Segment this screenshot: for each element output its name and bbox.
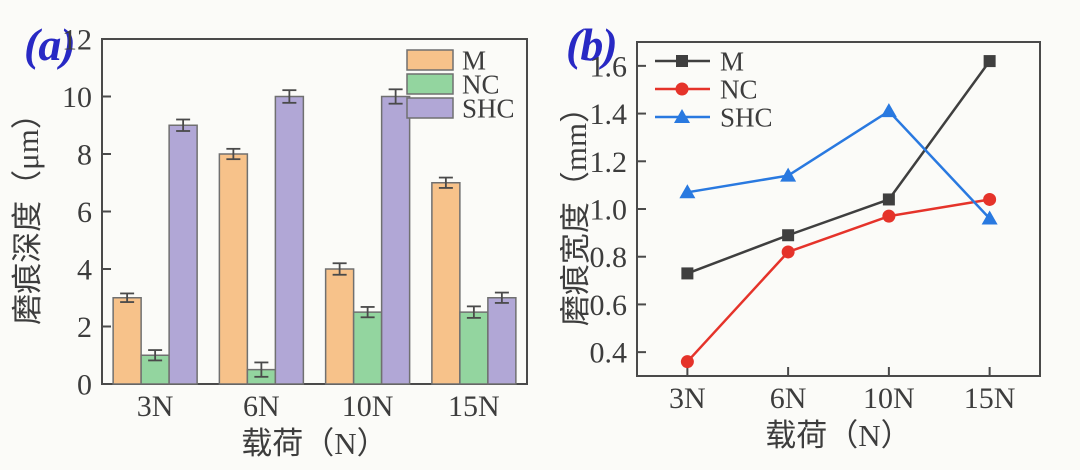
bar-M-15N <box>431 182 461 385</box>
line-M <box>686 60 991 275</box>
y-tick-label: 1.2 <box>590 146 628 179</box>
legend-swatch-M <box>406 49 454 71</box>
legend-swatch-SHC <box>406 97 454 119</box>
panel-a-label: (a) <box>24 19 76 70</box>
legend-label-M: M <box>720 46 744 76</box>
bar-NC-15N <box>459 311 489 385</box>
bar-M-3N <box>112 297 142 385</box>
bar-SHC-3N <box>168 124 198 385</box>
marker-M-10N <box>882 193 895 206</box>
marker-M-15N <box>983 55 996 68</box>
x-tick-label: 10N <box>863 382 915 415</box>
y-tick-label: 1.4 <box>590 98 628 131</box>
x-tick-label: 15N <box>964 382 1016 415</box>
line-NC <box>686 198 990 363</box>
y-tick-label: 4 <box>77 254 92 287</box>
marker-NC-15N <box>983 192 997 206</box>
bar-SHC-6N <box>274 95 305 385</box>
y-tick-label: 10 <box>62 81 92 114</box>
y-tick-label: 2 <box>77 311 92 344</box>
marker-M-6N <box>782 229 795 242</box>
bar-NC-10N <box>352 311 383 385</box>
legend-marker-NC <box>675 82 689 96</box>
y-tick-label: 1.6 <box>590 50 628 83</box>
y-tick-label: 0.4 <box>590 337 628 370</box>
legend-label-SHC: SHC <box>720 102 773 132</box>
marker-SHC-10N <box>880 103 897 118</box>
y-tick-label: 6 <box>77 196 92 229</box>
bar-SHC-15N <box>487 297 517 385</box>
y-axis-label: 磨痕宽度（mm） <box>560 92 593 326</box>
x-axis-label: 载荷（N） <box>765 418 911 453</box>
x-tick-label: 6N <box>243 390 280 423</box>
plot-border <box>101 38 528 385</box>
legend-label-SHC: SHC <box>462 93 515 123</box>
bar-M-10N <box>324 268 355 385</box>
y-tick-label: 0.6 <box>590 289 628 322</box>
panel-b-label: (b) <box>566 19 618 70</box>
y-axis-label: 磨痕深度（μm） <box>10 98 45 325</box>
legend-marker-M <box>676 55 688 67</box>
bar-SHC-10N <box>380 95 411 385</box>
marker-SHC-3N <box>679 184 696 199</box>
marker-NC-3N <box>680 355 694 369</box>
bar-M-6N <box>218 153 249 385</box>
x-axis-label: 载荷（N） <box>241 426 387 461</box>
x-tick-label: 10N <box>342 390 394 423</box>
y-tick-label: 0 <box>77 369 92 402</box>
y-tick-label: 1.0 <box>590 194 628 227</box>
x-tick-label: 6N <box>770 382 807 415</box>
legend-marker-SHC <box>674 109 690 123</box>
y-tick-label: 8 <box>77 139 92 172</box>
marker-SHC-6N <box>780 167 797 182</box>
y-tick-label: 0.8 <box>590 241 628 274</box>
marker-NC-10N <box>882 209 896 223</box>
legend-label-NC: NC <box>462 69 500 99</box>
marker-M-3N <box>681 267 694 280</box>
x-tick-label: 3N <box>669 382 706 415</box>
legend-label-NC: NC <box>720 74 758 104</box>
y-tick-label: 12 <box>62 24 92 57</box>
x-tick-label: 3N <box>137 390 174 423</box>
line-chart: 0.4 0.6 0.8 1.0 1.2 1.4 1.6 3N 6N 10N 15N 载荷（N） 磨痕宽度… <box>560 41 1041 453</box>
plot-border <box>636 41 1041 377</box>
legend-label-M: M <box>462 45 486 75</box>
line-SHC <box>687 109 991 220</box>
x-tick-label: 15N <box>448 390 500 423</box>
legend-swatch-NC <box>406 73 454 95</box>
marker-SHC-15N <box>981 210 998 225</box>
marker-NC-6N <box>781 245 795 259</box>
